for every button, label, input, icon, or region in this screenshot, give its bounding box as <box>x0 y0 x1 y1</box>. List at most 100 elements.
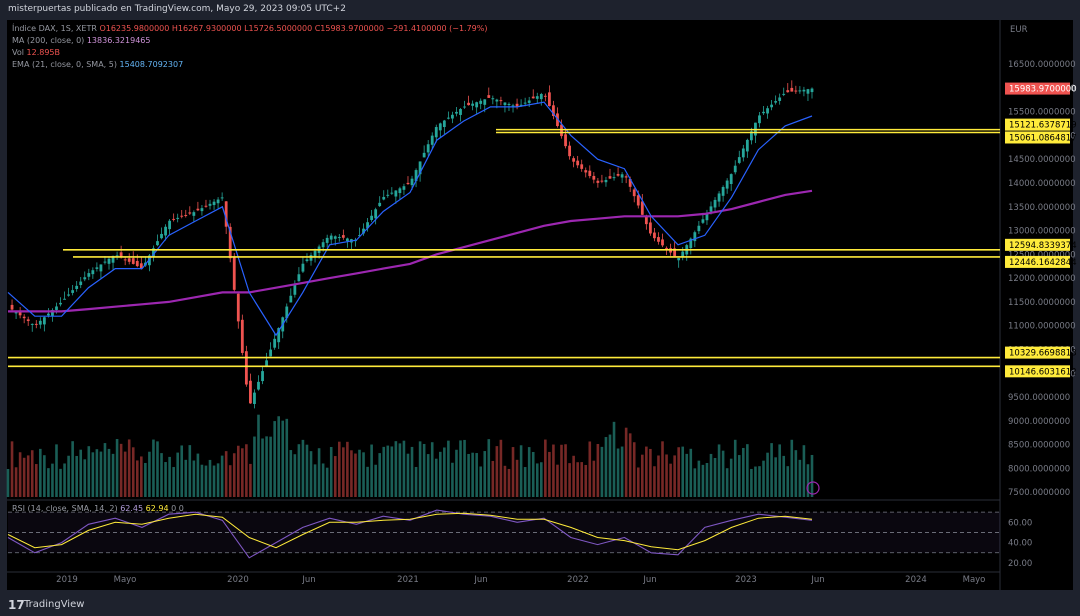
volume-bar <box>87 446 91 497</box>
candle-body <box>18 311 22 316</box>
volume-bar <box>677 447 680 497</box>
volume-bar <box>26 455 30 497</box>
candle-body <box>483 99 487 105</box>
level-tag <box>1005 131 1070 144</box>
candle-body <box>164 226 167 236</box>
legend-ema-label: EMA (21, close, 0, SMA, 5) <box>12 60 117 69</box>
candle-body <box>42 317 46 325</box>
lightning-icon <box>806 481 820 495</box>
candle-body <box>725 180 729 189</box>
tradingview-brand: TradingView <box>24 599 85 610</box>
candle-body <box>265 360 268 367</box>
candle-body <box>253 392 256 404</box>
candle-body <box>653 232 656 239</box>
volume-bar <box>386 445 390 497</box>
volume-bar <box>216 463 220 497</box>
last-price-label: 15983.9700000 <box>1009 85 1077 95</box>
candle-body <box>55 306 58 310</box>
volume-bar <box>782 455 786 497</box>
candle-body <box>188 212 192 214</box>
rsi-sma-line <box>7 512 813 551</box>
level-tag-label: 12594.8339374 <box>1009 241 1077 251</box>
candle-body <box>636 195 640 206</box>
publisher-header: misterpuertas publicado en TradingView.c… <box>0 0 1080 20</box>
candle-body <box>289 295 293 303</box>
volume-bar <box>232 453 236 497</box>
ema-21-line <box>7 101 813 337</box>
candle-body <box>455 111 458 114</box>
volume-bar <box>188 445 192 497</box>
footer: 17 TradingView <box>0 594 1080 616</box>
publisher-text: misterpuertas publicado en TradingView.c… <box>8 4 346 14</box>
candle-body <box>539 94 543 100</box>
volume-bar <box>713 458 717 497</box>
candle-body <box>689 238 693 249</box>
volume-bar <box>721 450 725 497</box>
volume-bar <box>463 439 466 497</box>
volume-bar <box>39 448 42 497</box>
volume-bar <box>709 453 713 497</box>
volume-bar <box>766 452 769 497</box>
tradingview-logo-icon: 17 <box>8 598 25 612</box>
candle-body <box>30 323 34 325</box>
candle-body <box>152 248 155 257</box>
price-tick-label: 13000.0000000 <box>1008 227 1076 237</box>
volume-bar <box>661 441 664 497</box>
candle-body <box>257 381 260 390</box>
volume-bar <box>321 463 325 497</box>
candle-body <box>22 316 26 319</box>
volume-bar <box>519 445 523 497</box>
candle-body <box>673 248 677 257</box>
volume-bar <box>628 433 632 497</box>
candle-body <box>741 148 745 158</box>
candle-body <box>430 135 434 145</box>
volume-bar <box>443 447 446 497</box>
candle-body <box>200 208 204 212</box>
legend-rsi-v2: 62.94 <box>145 504 169 513</box>
candle-body <box>333 236 337 239</box>
volume-bar <box>168 456 171 497</box>
price-tick-label: 9000.0000000 <box>1008 417 1070 427</box>
volume-bar <box>362 452 365 497</box>
volume-bar <box>91 452 95 497</box>
candle-body <box>600 180 604 182</box>
volume-bar <box>669 463 672 497</box>
candle-body <box>491 98 495 100</box>
volume-bar <box>604 437 608 497</box>
volume-bar <box>588 441 592 497</box>
legend-ma: MA (200, close, 0) 13836.3219465 <box>12 36 150 45</box>
volume-bar <box>802 445 806 497</box>
volume-bar <box>180 445 184 497</box>
candle-body <box>426 144 430 153</box>
price-tick-label: 9500.0000000 <box>1008 393 1070 403</box>
candle-body <box>737 157 741 163</box>
volume-bar <box>184 459 188 497</box>
legend-ema: EMA (21, close, 0, SMA, 5) 15408.7092307 <box>12 60 183 69</box>
candle-body <box>475 102 479 108</box>
candle-body <box>677 258 681 261</box>
volume-bar <box>762 460 765 497</box>
volume-bar <box>14 467 18 497</box>
volume-bar <box>681 446 685 497</box>
volume-bar <box>350 450 353 497</box>
candle-body <box>240 319 244 353</box>
candle-body <box>337 237 341 239</box>
candle-body <box>220 197 224 199</box>
last-price-tag <box>1005 82 1070 95</box>
volume-bar <box>717 444 721 497</box>
volume-bar <box>172 467 175 497</box>
volume-bar <box>410 446 414 497</box>
volume-bar <box>269 436 272 497</box>
volume-bar <box>649 448 652 497</box>
volume-bar <box>402 440 406 497</box>
candle-body <box>414 170 418 182</box>
volume-bar <box>447 440 450 497</box>
candle-body <box>83 277 87 280</box>
volume-bar <box>503 465 507 497</box>
candle-body <box>451 114 454 119</box>
candle-body <box>362 228 365 234</box>
rsi-line <box>7 509 813 559</box>
candle-body <box>612 177 616 179</box>
candle-body <box>552 105 555 117</box>
